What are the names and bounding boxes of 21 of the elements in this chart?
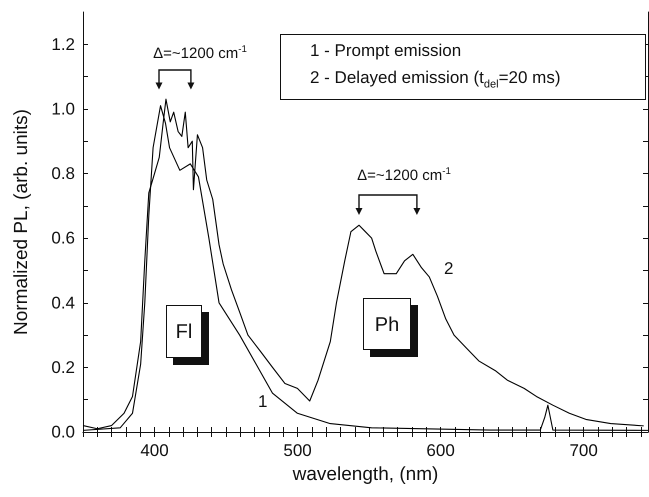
- y-tick-label: 1.2: [51, 34, 75, 54]
- annotation: Δ=~1200 cm$^{-1}$: [357, 166, 451, 184]
- y-tick-label: 0.6: [51, 228, 75, 248]
- y-tick-label: 0.2: [51, 358, 75, 377]
- annotation: Fl: [166, 305, 202, 358]
- series-label: 1: [258, 392, 268, 412]
- x-tick-label: 600: [426, 441, 455, 460]
- y-tick-label: 0.0: [51, 422, 75, 442]
- y-axis-title: Normalized PL, (arb. units): [11, 109, 32, 335]
- x-tick-label: 700: [569, 441, 598, 460]
- x-tick-label: 500: [283, 441, 312, 460]
- annotation: Δ=~1200 cm$^{-1}$: [153, 44, 247, 62]
- x-axis-title: wavelength, (nm): [292, 464, 438, 485]
- y-tick-label: 0.8: [51, 164, 75, 184]
- annotation: 1 - Prompt emission: [310, 41, 462, 61]
- y-tick-label: 0.4: [51, 293, 75, 312]
- annotation: Ph: [363, 298, 411, 350]
- y-tick-label: 1.0: [51, 99, 75, 118]
- x-tick-label: 400: [140, 441, 169, 460]
- annotation: 2 - Delayed emission (t$_{del}$=20 ms): [310, 68, 560, 90]
- series-label: 2: [444, 259, 454, 279]
